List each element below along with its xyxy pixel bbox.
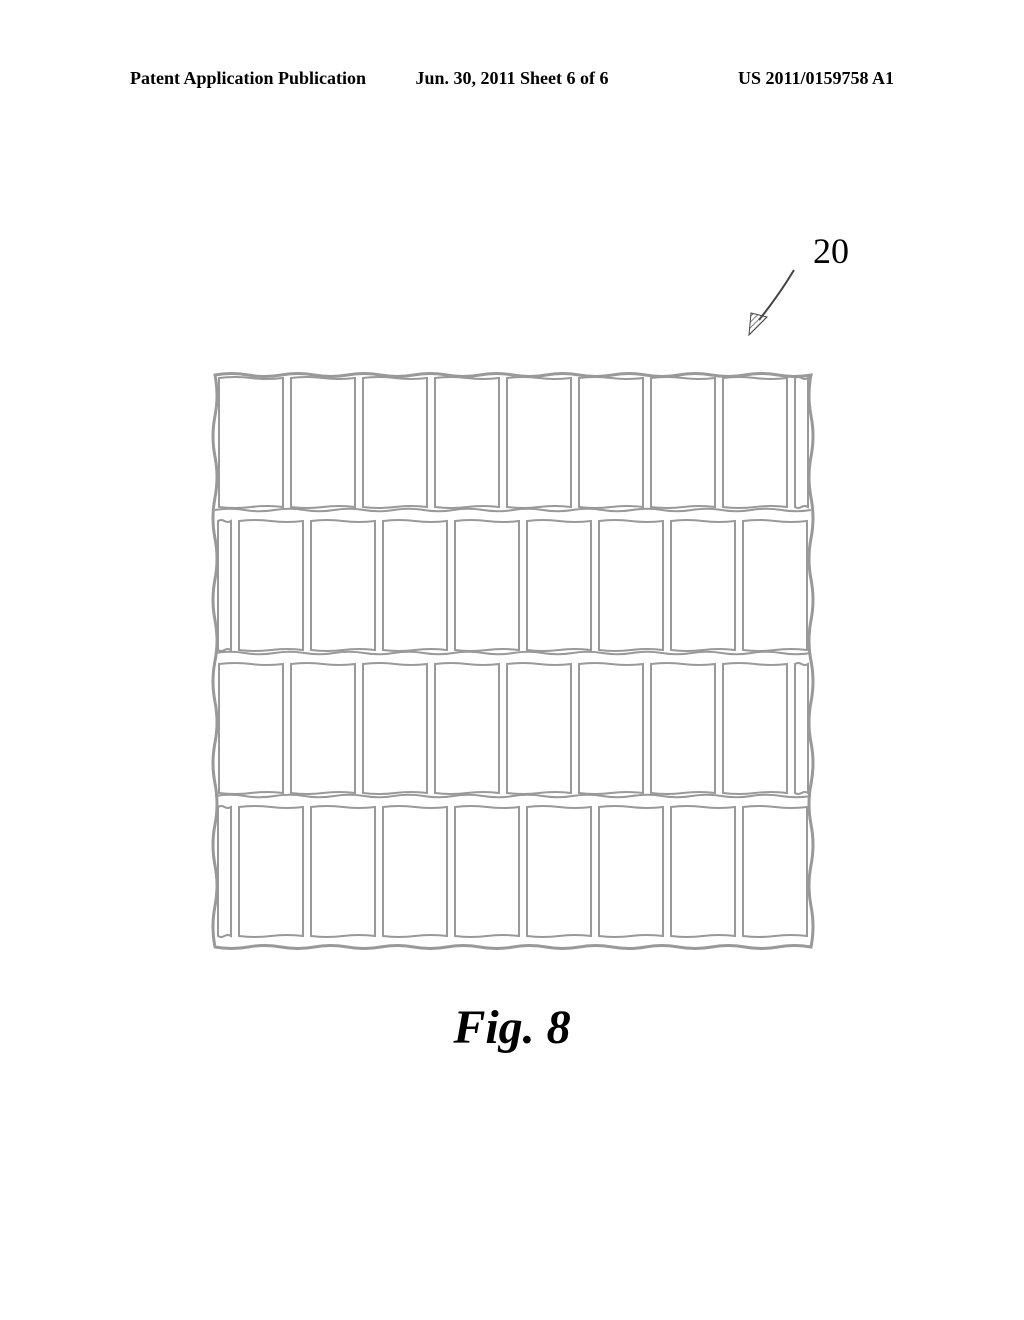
header-date-sheet: Jun. 30, 2011 Sheet 6 of 6 xyxy=(385,68,640,89)
callout-arrow xyxy=(739,265,809,345)
page-header: Patent Application Publication Jun. 30, … xyxy=(0,68,1024,89)
header-publication: Patent Application Publication xyxy=(130,68,385,89)
figure-label: Fig. 8 xyxy=(0,1000,1024,1055)
reference-number: 20 xyxy=(813,230,849,272)
tile-grid-figure xyxy=(210,370,826,967)
header-pub-number: US 2011/0159758 A1 xyxy=(639,68,894,89)
